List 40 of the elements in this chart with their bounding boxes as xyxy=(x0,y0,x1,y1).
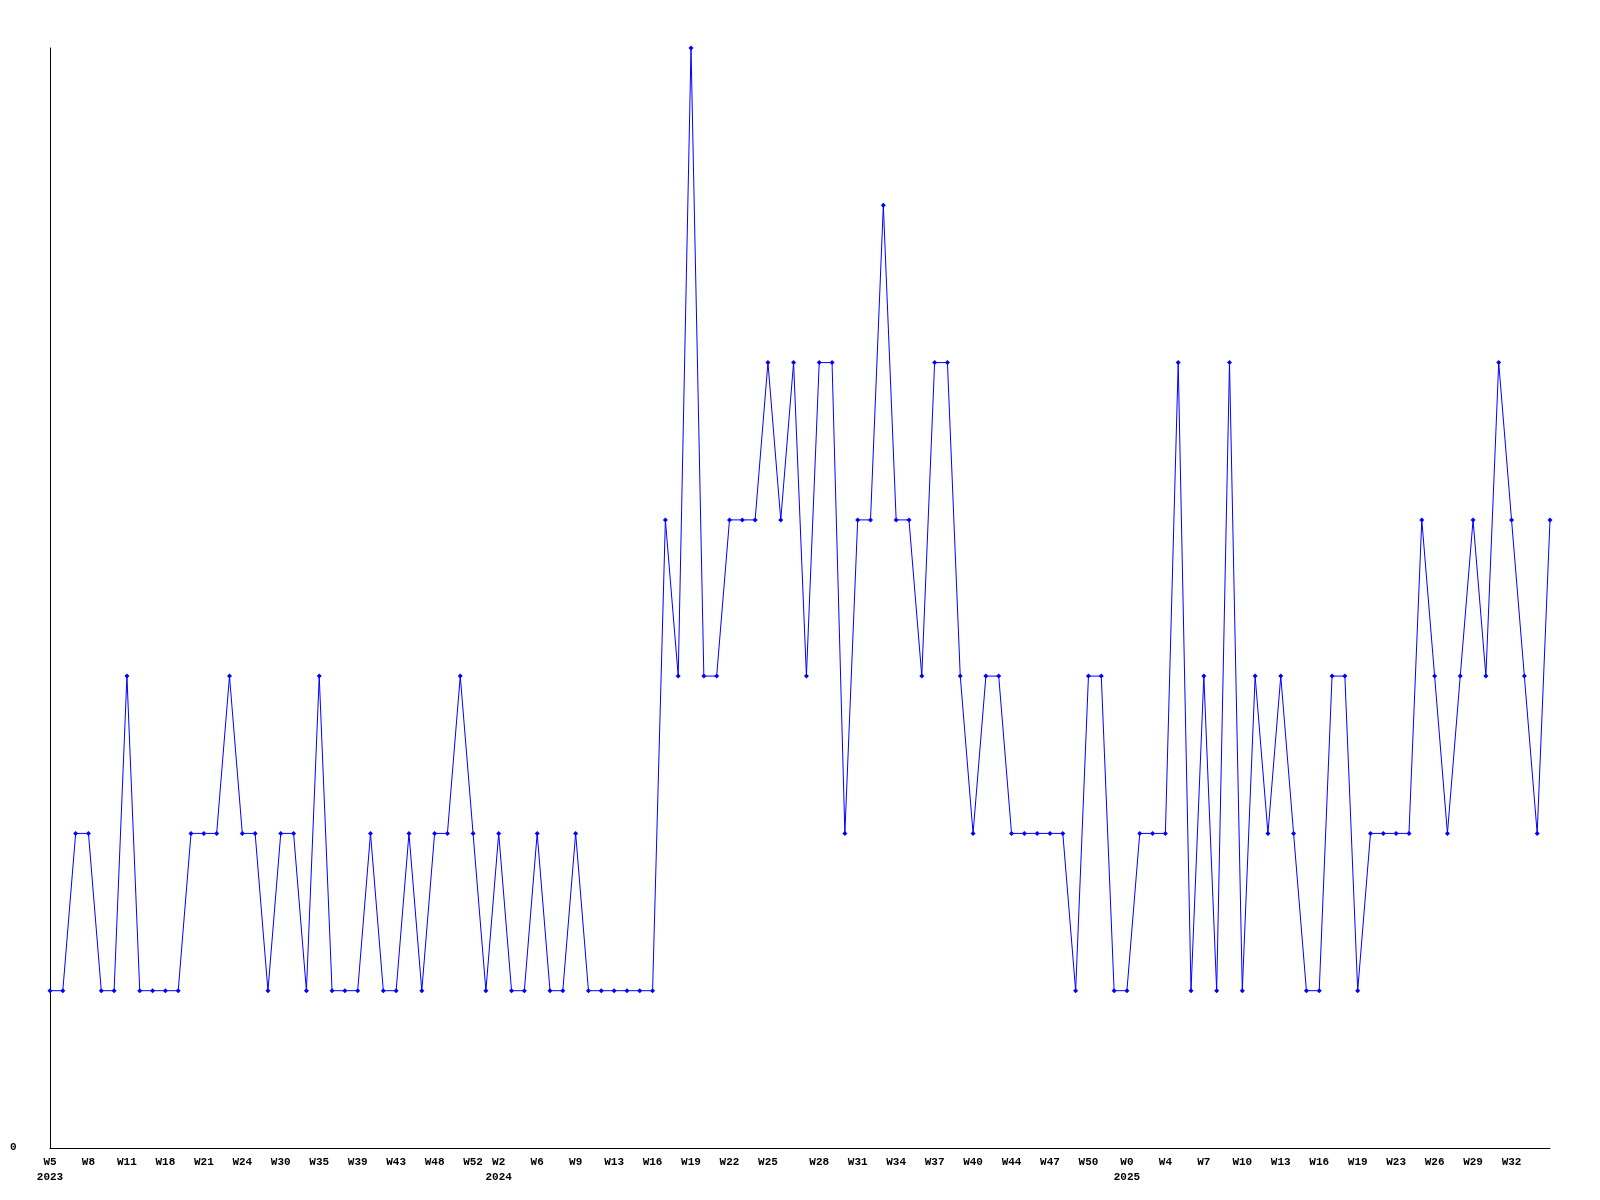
x-tick-label: W8 xyxy=(81,1155,96,1168)
x-tick-label: W11 xyxy=(117,1155,138,1168)
x-tick-label: W19 xyxy=(1347,1155,1368,1168)
x-tick-label: W44 xyxy=(1001,1155,1022,1168)
x-tick-label: W2 2024 xyxy=(485,1155,513,1183)
x-tick-label: W16 xyxy=(642,1155,663,1168)
x-tick-label: W0 2025 xyxy=(1113,1155,1141,1183)
x-tick-label: W35 xyxy=(309,1155,330,1168)
x-tick-label: W16 xyxy=(1309,1155,1330,1168)
x-tick-label: W28 xyxy=(809,1155,830,1168)
x-tick-label: W22 xyxy=(719,1155,740,1168)
x-tick-label: W21 xyxy=(193,1155,215,1168)
x-tick-label: W31 xyxy=(847,1155,868,1168)
x-tick-label: W50 xyxy=(1078,1155,1099,1168)
x-tick-label: W47 xyxy=(1040,1155,1060,1168)
x-tick-label: W39 xyxy=(347,1155,368,1168)
x-tick-label: W23 xyxy=(1386,1155,1407,1168)
x-tick-label: W7 xyxy=(1197,1155,1211,1168)
x-tick-label: W19 xyxy=(681,1155,701,1168)
x-tick-label: W52 xyxy=(463,1155,483,1168)
x-tick-label: W30 xyxy=(270,1155,291,1168)
x-tick-label: W40 xyxy=(963,1155,983,1168)
x-tick-label: W5 2023 xyxy=(36,1155,64,1183)
x-tick-label: W29 xyxy=(1463,1155,1483,1168)
x-tick-label: W18 xyxy=(155,1155,176,1168)
x-tick-label: W6 xyxy=(530,1155,544,1168)
x-tick-label: W25 xyxy=(758,1155,779,1168)
x-tick-label: W32 xyxy=(1501,1155,1522,1168)
x-tick-label: W13 xyxy=(604,1155,625,1168)
x-tick-label: W26 xyxy=(1424,1155,1445,1168)
x-tick-label: W4 xyxy=(1158,1155,1173,1168)
x-tick-label: W37 xyxy=(924,1155,945,1168)
x-tick-label: W43 xyxy=(386,1155,407,1168)
x-tick-label: W48 xyxy=(424,1155,445,1168)
x-tick-label: W24 xyxy=(232,1155,253,1168)
x-tick-label: W10 xyxy=(1232,1155,1253,1168)
text: 0 xyxy=(10,1140,17,1153)
x-tick-label: W13 xyxy=(1270,1155,1292,1168)
x-tick-label: W9 xyxy=(569,1155,583,1168)
x-tick-label: W34 xyxy=(886,1155,907,1168)
